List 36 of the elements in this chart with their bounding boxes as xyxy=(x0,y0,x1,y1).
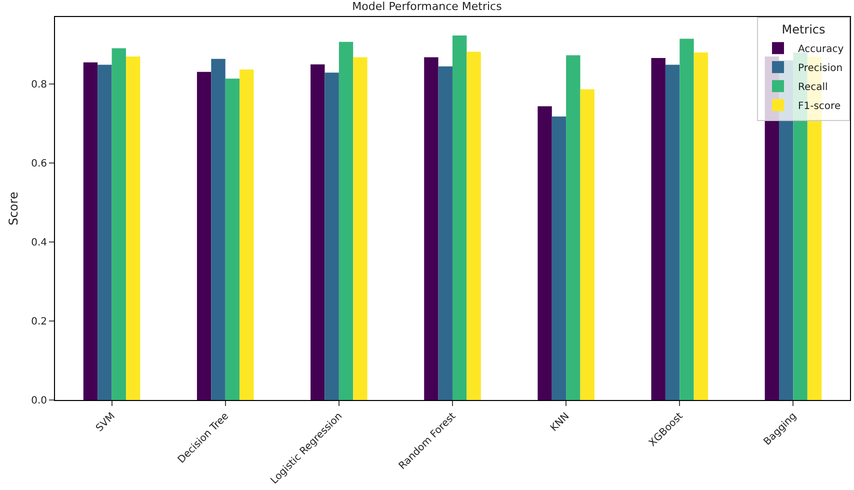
y-tick-label: 0.0 xyxy=(31,396,47,406)
bar xyxy=(126,56,140,400)
bar xyxy=(466,52,481,400)
y-tick-label: 0.8 xyxy=(31,80,47,91)
bar xyxy=(424,57,438,400)
bar xyxy=(225,78,240,400)
chart-title: Model Performance Metrics xyxy=(352,0,502,14)
bar xyxy=(538,106,552,400)
bar xyxy=(566,55,580,400)
bar xyxy=(324,72,339,400)
y-tick-label: 0.2 xyxy=(31,316,47,328)
y-tick-label: 0.6 xyxy=(31,158,47,170)
bar xyxy=(83,62,98,400)
legend-label: Recall xyxy=(798,82,828,93)
y-axis-title: Score xyxy=(6,192,20,226)
bar xyxy=(694,52,708,400)
bar xyxy=(338,42,354,400)
bar xyxy=(240,70,254,400)
legend-label: Precision xyxy=(798,63,843,74)
bar xyxy=(552,116,566,400)
legend-label: F1-score xyxy=(798,101,841,112)
legend-title: Metrics xyxy=(782,22,826,37)
bar xyxy=(438,66,452,400)
bar xyxy=(651,58,666,400)
legend-label: Accuracy xyxy=(798,44,844,55)
y-tick-label: 0.4 xyxy=(31,238,47,249)
bar xyxy=(310,64,325,400)
bar xyxy=(211,58,226,400)
bar xyxy=(98,64,112,400)
bar xyxy=(196,72,212,400)
bar xyxy=(112,48,126,400)
bar xyxy=(680,38,694,400)
bar xyxy=(580,89,594,400)
bar xyxy=(452,36,467,400)
bar xyxy=(665,64,680,400)
bar xyxy=(353,57,368,400)
